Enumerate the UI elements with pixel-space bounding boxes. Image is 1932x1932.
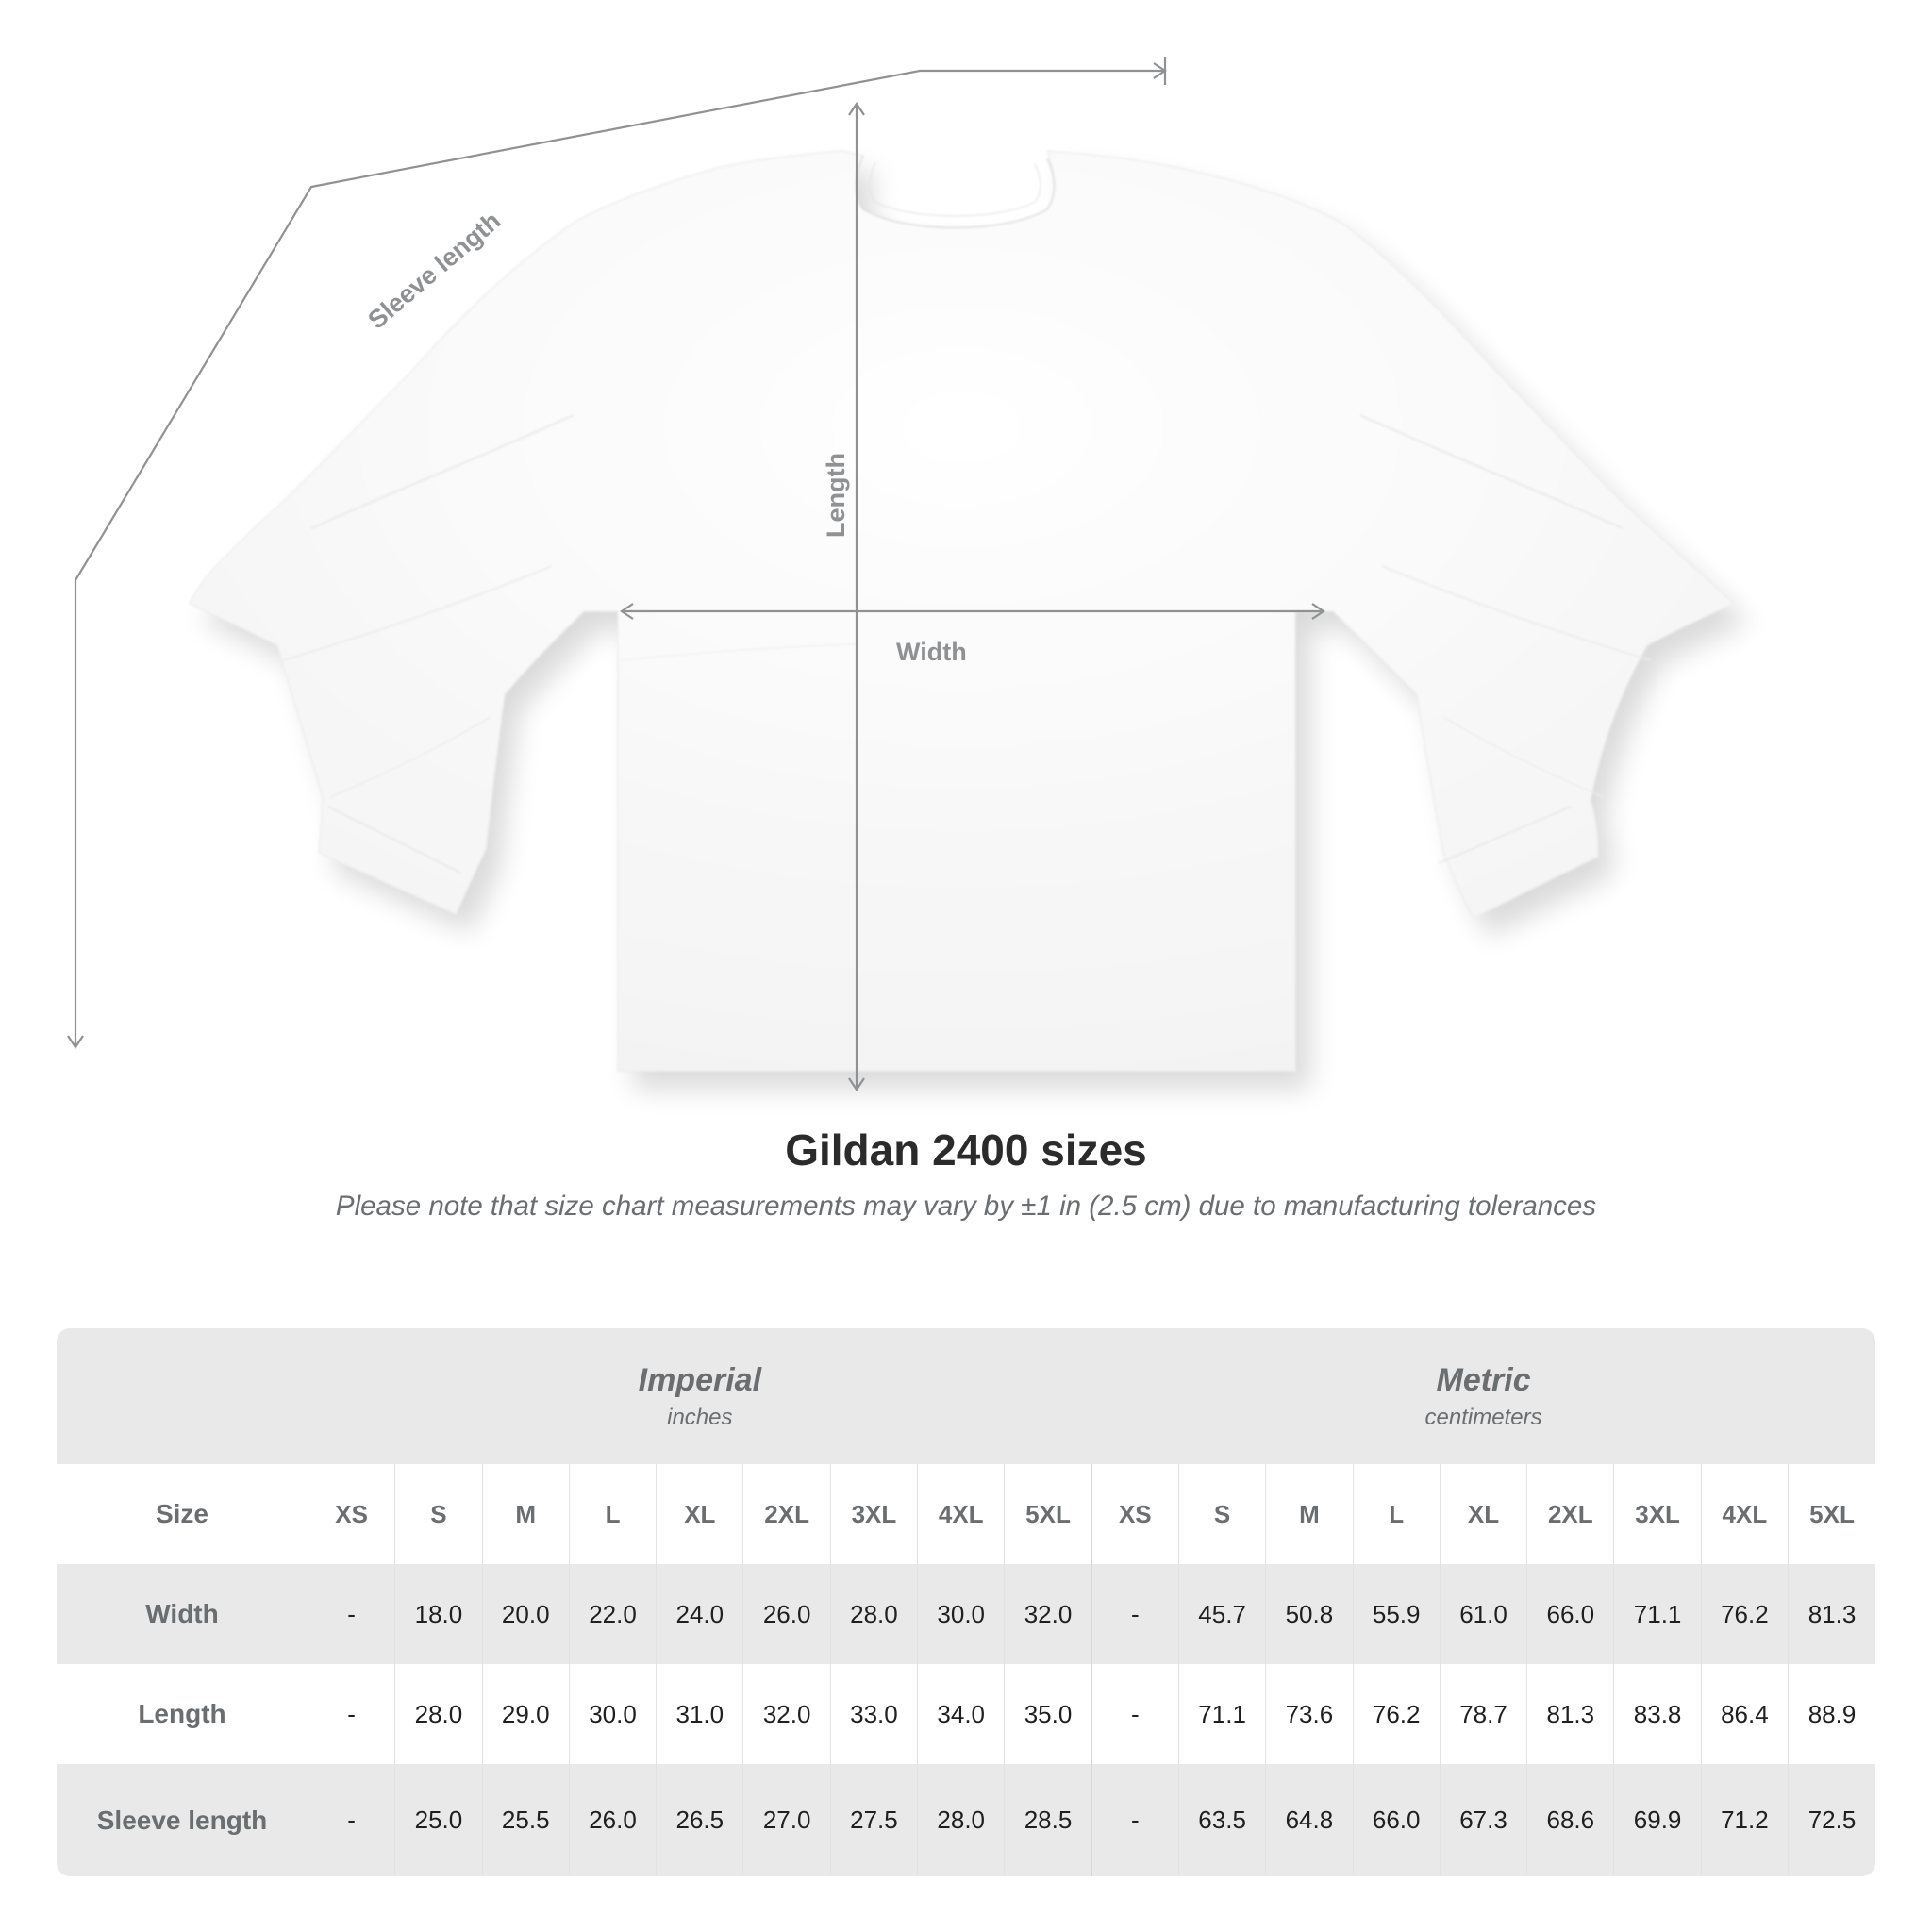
svg-text:Width: Width — [896, 638, 967, 666]
svg-text:Length: Length — [822, 453, 850, 538]
